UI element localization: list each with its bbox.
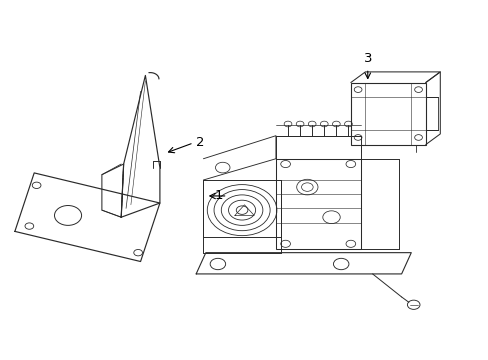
- Bar: [425, 97, 437, 130]
- Text: 3: 3: [363, 52, 371, 65]
- Text: 2: 2: [196, 136, 204, 149]
- Text: 1: 1: [214, 189, 223, 202]
- Bar: [275, 159, 360, 249]
- Bar: [350, 82, 425, 145]
